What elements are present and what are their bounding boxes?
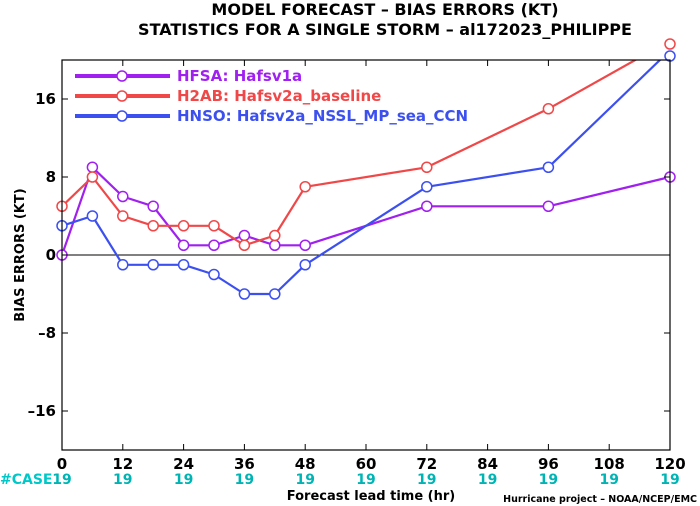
- legend-swatch-marker: [116, 90, 128, 102]
- chart-subtitle: STATISTICS FOR A SINGLE STORM – al172023…: [138, 20, 632, 39]
- series-2-point: [664, 38, 676, 50]
- x-tick-label: 36: [234, 455, 255, 473]
- series-1-point: [238, 229, 251, 242]
- series-2-point: [421, 161, 433, 173]
- series-3-point: [269, 288, 281, 300]
- series-line-1: [62, 166, 670, 256]
- series-1-point: [269, 239, 281, 251]
- case-counts: 19 19 19 19 19 19 19 19 19 19 19: [52, 472, 679, 488]
- series-3-point: [147, 259, 159, 271]
- x-tick-label: 96: [538, 455, 559, 473]
- series-3-point: [421, 181, 433, 193]
- series-2-point: [269, 229, 281, 242]
- series-1-point: [299, 239, 311, 251]
- y-tick-labels: –16 –8 0 8 16: [28, 90, 56, 420]
- case-count: 19: [113, 472, 132, 488]
- legend: HFSA: Hafsv1a H2AB: Hafsv2a_baseline HNSO:…: [75, 67, 468, 125]
- legend-swatch-marker: [116, 70, 128, 82]
- case-count: 19: [235, 472, 254, 488]
- case-count: 19: [356, 472, 375, 488]
- x-tick-label: 24: [173, 455, 194, 473]
- series-3-point: [299, 259, 311, 271]
- case-count: 19: [174, 472, 193, 488]
- series-2-point: [208, 220, 220, 232]
- case-count: 19: [417, 472, 436, 488]
- y-tick-label: 8: [46, 168, 56, 186]
- case-count: 19: [295, 472, 314, 488]
- y-tick-label: 16: [35, 90, 56, 108]
- series-1-point: [421, 200, 433, 212]
- series-2-point: [299, 181, 311, 193]
- series-line-2: [62, 60, 638, 247]
- x-tick-label: 0: [57, 455, 67, 473]
- series-1-point: [542, 200, 555, 212]
- series-1-point: [208, 239, 220, 251]
- series-2-point: [86, 171, 99, 183]
- case-label: #CASE: [0, 472, 53, 488]
- y-tick-label: 0: [46, 246, 56, 264]
- case-count: 19: [478, 472, 497, 488]
- series-3-point: [542, 161, 555, 173]
- case-count: 19: [660, 472, 679, 488]
- series-2-point: [177, 220, 190, 232]
- legend-label: H2AB: Hafsv2a_baseline: [177, 87, 381, 105]
- x-axis-title: Forecast lead time (hr): [287, 489, 455, 504]
- case-count: 19: [52, 472, 71, 488]
- series-3-point: [86, 210, 99, 222]
- series-1-point: [147, 200, 159, 212]
- x-tick-label: 120: [654, 455, 685, 473]
- x-tick-label: 108: [594, 455, 625, 473]
- y-axis-title: BIAS ERRORS (KT): [13, 188, 28, 321]
- y-tick-label: –8: [38, 324, 56, 342]
- series-1-point: [177, 239, 190, 251]
- series-2-point: [117, 210, 129, 222]
- chart-title: MODEL FORECAST – BIAS ERRORS (KT): [211, 0, 558, 19]
- series-1-point: [117, 190, 129, 203]
- legend-label: HFSA: Hafsv1a: [177, 67, 302, 85]
- x-tick-label: 72: [416, 455, 437, 473]
- x-tick-label: 48: [295, 455, 316, 473]
- series-3-point: [238, 288, 251, 300]
- credit-text: Hurricane project – NOAA/NCEP/EMC: [503, 494, 697, 505]
- x-tick-label: 12: [112, 455, 133, 473]
- y-tick-label: –16: [28, 402, 56, 420]
- x-tick-label: 84: [477, 455, 498, 473]
- plot-area: [56, 38, 676, 451]
- case-count: 19: [599, 472, 618, 488]
- legend-label: HNSO: Hafsv2a_NSSL_MP_sea_CCN: [177, 107, 468, 125]
- series-3-point: [208, 268, 220, 281]
- series-3-point: [177, 259, 190, 271]
- series-2-point: [542, 103, 555, 115]
- series-2-point: [147, 220, 159, 232]
- case-count: 19: [539, 472, 558, 488]
- series-1-point: [86, 161, 99, 173]
- series-2-point: [238, 239, 251, 251]
- x-tick-labels: 0 12 24 36 48 60 72 84 96 108 120: [57, 455, 686, 473]
- x-tick-label: 60: [356, 455, 377, 473]
- series-3-point: [117, 259, 129, 271]
- legend-swatch-marker: [116, 110, 128, 122]
- series-line-3: [62, 60, 662, 296]
